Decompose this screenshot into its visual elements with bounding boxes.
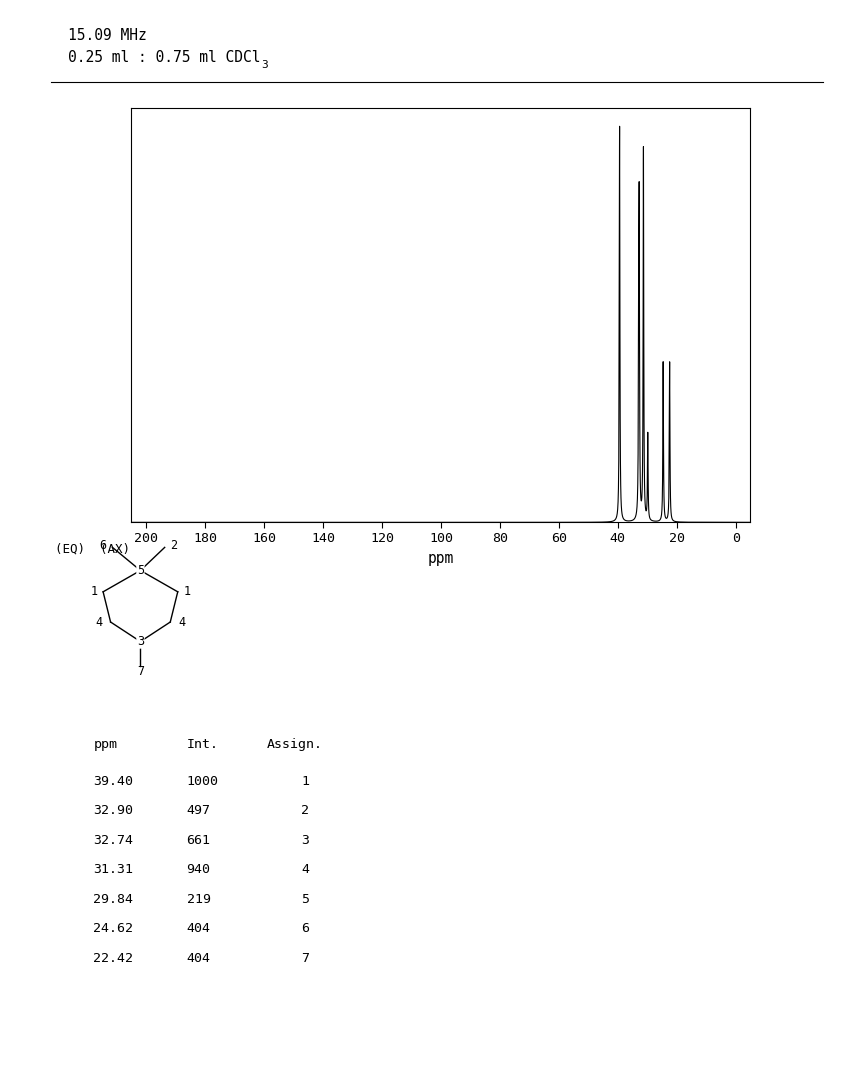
Text: 3: 3 (137, 635, 144, 648)
Text: 31.31: 31.31 (93, 864, 133, 877)
Text: 1: 1 (183, 585, 191, 599)
Text: 1: 1 (90, 585, 98, 599)
Text: 32.74: 32.74 (93, 834, 133, 847)
Text: 39.40: 39.40 (93, 774, 133, 787)
Text: 15.09 MHz: 15.09 MHz (68, 28, 147, 43)
Text: 4: 4 (96, 616, 103, 629)
Text: (EQ)  (AX): (EQ) (AX) (54, 542, 130, 555)
Text: 4: 4 (301, 864, 309, 877)
Text: 0.25 ml : 0.75 ml CDCl: 0.25 ml : 0.75 ml CDCl (68, 51, 260, 66)
Text: 404: 404 (187, 922, 210, 935)
Text: Assign.: Assign. (267, 739, 323, 752)
Text: 32.90: 32.90 (93, 805, 133, 817)
Text: 24.62: 24.62 (93, 922, 133, 935)
Text: 5: 5 (301, 893, 309, 906)
Text: 29.84: 29.84 (93, 893, 133, 906)
Text: 940: 940 (187, 864, 210, 877)
Text: 22.42: 22.42 (93, 952, 133, 965)
Text: 5: 5 (137, 564, 144, 577)
Text: ppm: ppm (93, 739, 117, 752)
Text: 2: 2 (301, 805, 309, 817)
Text: 7: 7 (301, 952, 309, 965)
Text: 404: 404 (187, 952, 210, 965)
Text: 661: 661 (187, 834, 210, 847)
Text: 7: 7 (137, 666, 144, 679)
Text: 6: 6 (99, 540, 107, 553)
Text: 1: 1 (301, 774, 309, 787)
Text: 4: 4 (178, 616, 185, 629)
X-axis label: ppm: ppm (428, 550, 454, 565)
Text: 3: 3 (261, 60, 268, 70)
Text: 3: 3 (301, 834, 309, 847)
Text: 1000: 1000 (187, 774, 219, 787)
Text: 497: 497 (187, 805, 210, 817)
Text: 2: 2 (170, 540, 177, 553)
Text: Int.: Int. (187, 739, 219, 752)
Text: 219: 219 (187, 893, 210, 906)
Text: 6: 6 (301, 922, 309, 935)
